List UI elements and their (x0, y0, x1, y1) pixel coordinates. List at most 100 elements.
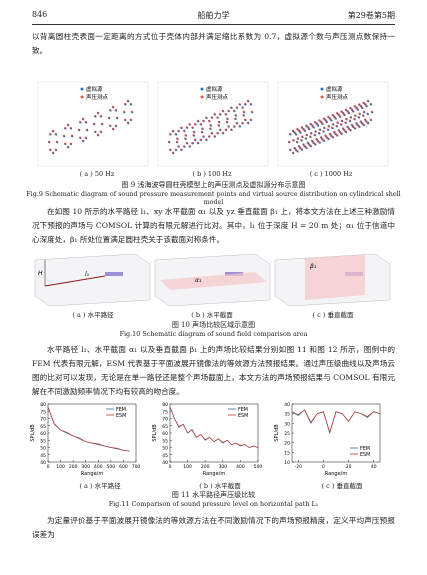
y-tick-label: 10 (284, 460, 290, 466)
x-tick-label: 40 (371, 464, 377, 470)
virtual-source (319, 129, 322, 131)
virtual-source (301, 139, 303, 142)
virtual-source (55, 133, 58, 136)
y-tick-label: 45 (162, 453, 168, 459)
virtual-source (307, 126, 310, 129)
virtual-source (208, 136, 211, 138)
virtual-source (323, 140, 326, 142)
virtual-source (178, 130, 180, 133)
virtual-source (247, 100, 250, 103)
virtual-source (85, 137, 88, 140)
virtual-source (352, 110, 355, 113)
virtual-source (314, 134, 316, 137)
header-rule (32, 24, 395, 25)
virtual-source (235, 118, 237, 120)
virtual-source (189, 124, 191, 126)
virtual-source (193, 131, 196, 134)
virtual-source (311, 125, 314, 127)
virtual-source (169, 149, 172, 152)
virtual-source (67, 124, 70, 127)
legend-label: ESM (238, 413, 248, 419)
virtual-source (82, 118, 85, 121)
virtual-source (321, 123, 324, 125)
legend-marker (200, 95, 204, 99)
virtual-source (298, 145, 301, 148)
virtual-source (185, 138, 187, 140)
virtual-source (192, 142, 194, 145)
y-tick-label: 20 (284, 441, 290, 447)
series-line (169, 406, 259, 448)
caption-en: Fig.10 Schematic diagram of sound field … (119, 330, 308, 338)
legend-label: 声压测点 (86, 93, 109, 101)
virtual-source (233, 126, 236, 128)
virtual-source (193, 135, 195, 137)
virtual-source (186, 127, 189, 129)
virtual-source (366, 105, 368, 108)
legend-label: 虚拟源 (86, 85, 103, 93)
section-plane (305, 255, 365, 300)
y-tick-label: 50 (40, 446, 46, 452)
label: α₁ (195, 277, 202, 284)
legend-label: FEM (360, 446, 370, 452)
legend-label: FEM (116, 407, 126, 413)
virtual-source (326, 121, 329, 124)
virtual-source (303, 144, 305, 146)
virtual-source (108, 117, 111, 120)
x-tick-label: -20 (295, 464, 302, 470)
virtual-source (364, 103, 367, 106)
virtual-source (194, 139, 197, 142)
y-tick-label: 25 (284, 431, 290, 437)
y-tick-label: 55 (162, 438, 168, 444)
virtual-source (289, 133, 292, 136)
virtual-source (52, 152, 55, 155)
journal-name: 船舶力学 (197, 11, 230, 20)
section-plane (160, 272, 267, 290)
virtual-source (168, 141, 171, 144)
virtual-source (363, 111, 366, 114)
virtual-source (327, 138, 330, 141)
x-axis-label: Range/m (203, 471, 226, 477)
virtual-source (206, 117, 208, 119)
virtual-source (335, 118, 337, 120)
virtual-source (130, 103, 133, 106)
x-tick-label: 20 (346, 464, 352, 470)
virtual-source (194, 123, 197, 126)
subcaption: ( c ) 垂直截面 (321, 482, 363, 490)
virtual-source (332, 136, 335, 139)
virtual-source (222, 132, 225, 135)
virtual-source (250, 119, 253, 122)
x-tick-label: 200 (69, 464, 78, 470)
virtual-source (64, 143, 67, 146)
virtual-source (100, 115, 103, 118)
virtual-source (247, 122, 250, 125)
virtual-source (250, 103, 253, 106)
virtual-source (306, 134, 308, 137)
virtual-source (227, 118, 229, 120)
virtual-source (206, 139, 208, 141)
virtual-source (360, 105, 363, 108)
virtual-source (327, 129, 330, 131)
virtual-source (361, 107, 364, 110)
virtual-source (197, 120, 200, 123)
virtual-source (320, 121, 323, 124)
virtual-source (200, 123, 203, 126)
virtual-source (210, 128, 212, 130)
virtual-source (109, 125, 112, 128)
caption-en: Fig.11 Comparison of sound pressure leve… (108, 500, 319, 508)
virtual-source (362, 115, 365, 117)
virtual-source (354, 118, 356, 121)
y-tick-label: 40 (40, 460, 46, 466)
virtual-source (329, 118, 332, 120)
x-tick-label: 600 (119, 464, 128, 470)
virtual-source (214, 136, 216, 138)
virtual-source (349, 120, 352, 123)
virtual-source (78, 129, 81, 132)
virtual-source (239, 126, 241, 128)
virtual-source (169, 133, 172, 136)
virtual-source (367, 100, 370, 103)
y-axis-label: SPL/dB (30, 424, 36, 442)
virtual-source (178, 146, 180, 148)
